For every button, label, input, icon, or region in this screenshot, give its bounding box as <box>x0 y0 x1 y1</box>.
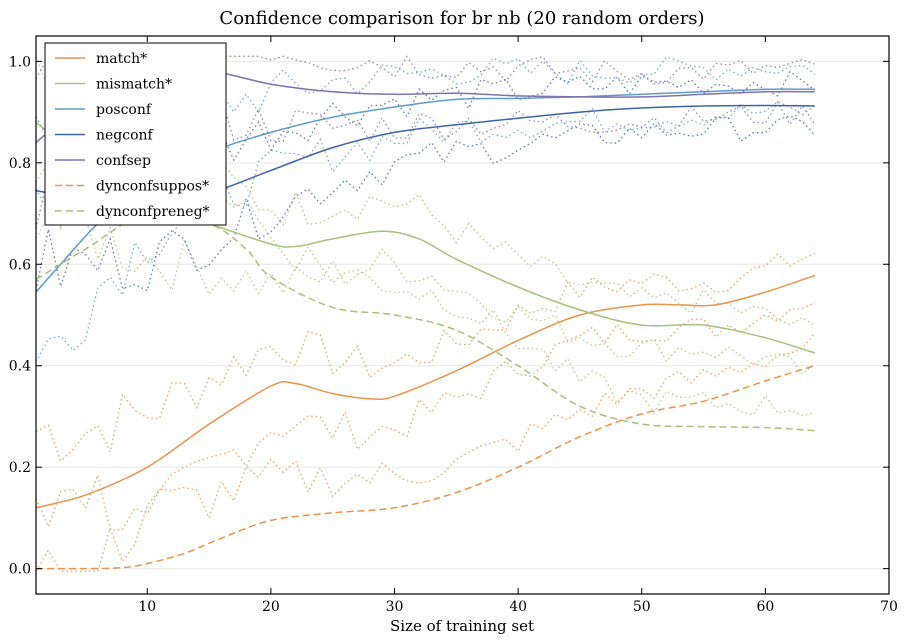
series-line-dynconfsuppos <box>35 364 816 570</box>
legend-label: match* <box>96 51 147 67</box>
x-tick-label: 70 <box>880 599 898 615</box>
y-tick-label: 0.2 <box>9 460 31 476</box>
x-axis-label: Size of training set <box>390 617 534 635</box>
legend-label: posconf <box>96 102 153 118</box>
y-tick-label: 0.6 <box>9 257 31 273</box>
legend-label: negconf <box>96 128 155 144</box>
order-trace-0-0 <box>35 252 816 463</box>
order-trace-1-1 <box>35 181 816 376</box>
x-tick-label: 60 <box>756 599 774 615</box>
order-trace-1-0 <box>35 56 816 327</box>
order-trace-2-0 <box>35 56 816 228</box>
legend-label: mismatch* <box>96 77 172 93</box>
y-tick-label: 0.0 <box>9 562 31 578</box>
x-tick-label: 10 <box>138 599 156 615</box>
order-trace-4-1 <box>35 96 816 229</box>
chart-title: Confidence comparison for br nb (20 rand… <box>219 8 704 29</box>
order-trace-6-0 <box>35 143 815 417</box>
series-line-dynconfpreneg <box>35 211 815 432</box>
legend-label: dynconfsuppos* <box>96 179 209 195</box>
legend-label: dynconfpreneg* <box>96 204 210 220</box>
y-tick-label: 1.0 <box>9 54 31 70</box>
y-tick-label: 0.4 <box>9 359 31 375</box>
per-order-dotted-traces <box>35 55 816 572</box>
x-tick-label: 30 <box>386 599 404 615</box>
plot-frame <box>35 35 890 595</box>
y-axis-ticks: 0.0 0.2 0.4 0.6 0.8 1.0 <box>9 54 889 578</box>
order-trace-0-1 <box>35 301 816 572</box>
legend: match* mismatch* posconf negconf confsep dync… <box>44 42 227 226</box>
y-tick-label: 0.8 <box>9 156 31 172</box>
series-line-match <box>35 274 816 509</box>
order-trace-3-0 <box>35 70 816 175</box>
x-tick-label: 20 <box>262 599 280 615</box>
x-tick-label: 40 <box>509 599 527 615</box>
order-trace-5-0 <box>35 332 816 531</box>
x-axis-ticks: 10 20 30 40 50 60 70 <box>138 36 898 615</box>
legend-label: confsep <box>96 153 151 169</box>
x-tick-label: 50 <box>633 599 651 615</box>
